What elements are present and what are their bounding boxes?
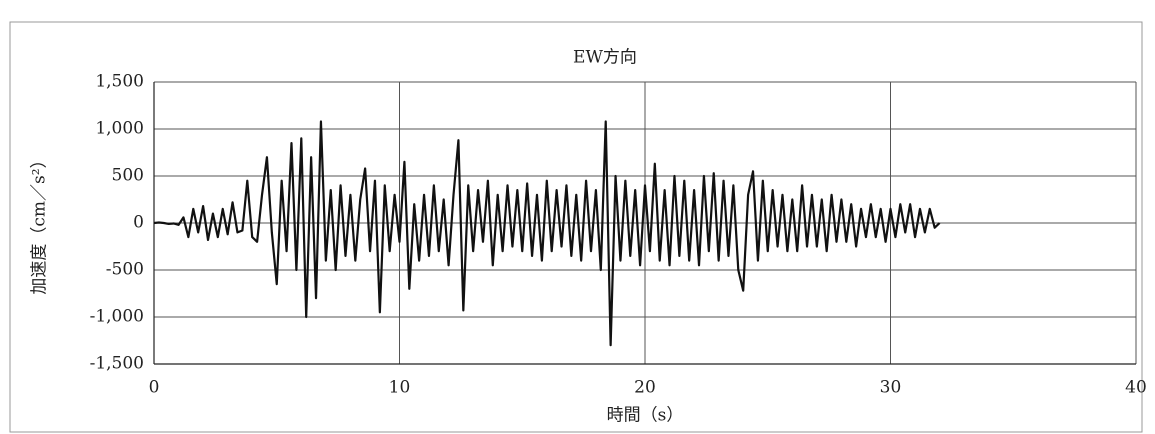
waveform-line xyxy=(153,120,941,347)
y-tick-label: -1,500 xyxy=(90,354,144,374)
y-axis-label: 加速度（cm／s²） xyxy=(30,151,50,294)
x-tick-label: 10 xyxy=(389,378,411,398)
y-tick-label: -1,000 xyxy=(90,307,144,327)
x-tick-label: 40 xyxy=(1125,378,1147,398)
y-tick-label: 1,000 xyxy=(95,119,144,139)
y-tick-label: -500 xyxy=(106,260,144,280)
x-tick-label: 20 xyxy=(634,378,656,398)
y-tick-label: 500 xyxy=(112,166,144,186)
figure-frame xyxy=(9,21,1143,433)
x-axis-label: 時間（s） xyxy=(607,406,684,426)
y-tick-label: 0 xyxy=(133,213,144,233)
x-tick-label: 0 xyxy=(149,378,160,398)
chart-title: EW方向 xyxy=(573,48,637,68)
x-tick-label: 30 xyxy=(880,378,902,398)
y-tick-label: 1,500 xyxy=(95,72,144,92)
